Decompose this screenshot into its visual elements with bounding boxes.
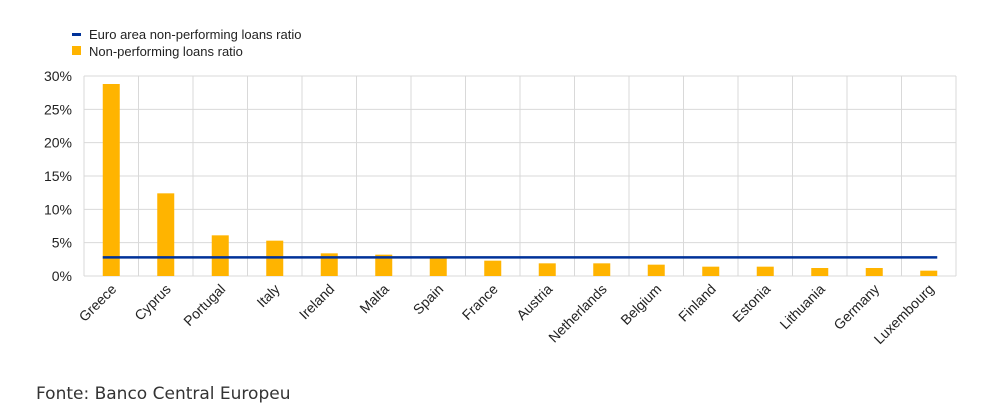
legend-swatch-npl <box>72 46 81 55</box>
bar-finland <box>702 266 720 276</box>
y-tick-label: 25% <box>44 101 72 117</box>
y-tick-label: 20% <box>44 135 72 151</box>
grid <box>83 75 957 277</box>
y-tick-label: 15% <box>44 168 72 184</box>
x-tick-label: Italy <box>253 281 282 310</box>
x-tick-label: Finland <box>675 281 719 325</box>
x-tick-label: Austria <box>513 281 555 323</box>
bar-france <box>484 260 502 276</box>
x-tick-label: Portugal <box>180 281 228 329</box>
bars <box>102 84 938 276</box>
bar-estonia <box>756 266 774 276</box>
x-tick-label: Spain <box>410 281 447 318</box>
x-tick-label: Estonia <box>729 281 773 325</box>
y-tick-label: 10% <box>44 201 72 217</box>
bar-austria <box>538 263 556 276</box>
bar-portugal <box>211 235 229 276</box>
bar-chart: Euro area non-performing loans ratio Non… <box>44 27 957 347</box>
bar-ireland <box>320 253 338 276</box>
x-tick-label: Greece <box>76 281 120 325</box>
legend-label-npl: Non-performing loans ratio <box>89 44 243 59</box>
x-tick-label: Belgium <box>617 281 664 328</box>
legend-label-euro-area: Euro area non-performing loans ratio <box>89 27 301 42</box>
bar-spain <box>429 257 447 276</box>
legend: Euro area non-performing loans ratio Non… <box>72 27 301 59</box>
bar-malta <box>375 254 393 276</box>
x-tick-label: Ireland <box>296 281 338 323</box>
y-tick-label: 0% <box>52 268 72 284</box>
bar-luxembourg <box>920 270 938 276</box>
bar-germany <box>865 268 883 276</box>
y-tick-label: 30% <box>44 68 72 84</box>
bar-greece <box>102 84 120 276</box>
legend-swatch-euro-area <box>72 33 81 36</box>
x-tick-label: Cyprus <box>131 281 174 324</box>
bar-netherlands <box>593 263 611 276</box>
bar-belgium <box>647 264 665 276</box>
x-tick-label: France <box>459 281 501 323</box>
x-tick-label: Netherlands <box>545 281 610 346</box>
bar-lithuania <box>811 268 829 276</box>
y-tick-label: 5% <box>52 235 72 251</box>
x-axis: Greece Cyprus Portugal Italy Ireland Malta Spa… <box>76 281 937 347</box>
x-tick-label: Malta <box>356 281 392 317</box>
source-note: Fonte: Banco Central Europeu <box>36 384 291 404</box>
x-tick-label: Germany <box>830 281 882 333</box>
y-axis: 0% 5% 10% 15% 20% 25% 30% <box>44 68 72 284</box>
bar-cyprus <box>157 193 175 276</box>
x-tick-label: Lithuania <box>776 281 828 333</box>
